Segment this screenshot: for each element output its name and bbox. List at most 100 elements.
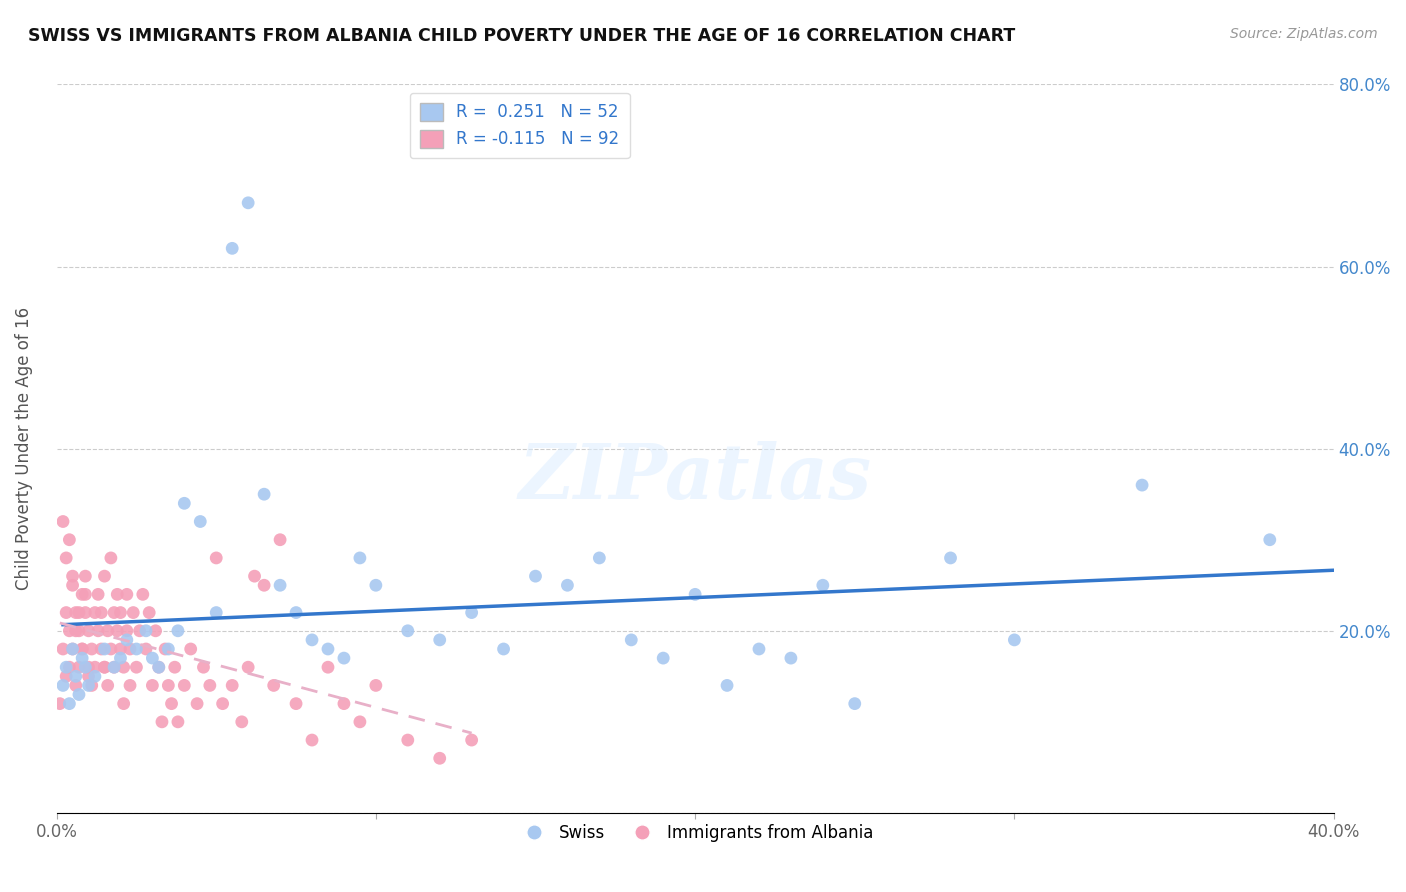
Point — [67, 688, 90, 702]
Point — [652, 651, 675, 665]
Point — [90, 642, 112, 657]
Point — [58, 533, 80, 547]
Point — [263, 678, 285, 692]
Point — [780, 651, 803, 665]
Point — [316, 642, 339, 657]
Point — [748, 642, 770, 657]
Point — [58, 660, 80, 674]
Point — [100, 642, 122, 657]
Point — [75, 569, 97, 583]
Point — [524, 569, 547, 583]
Point — [145, 624, 167, 638]
Point — [557, 578, 579, 592]
Point — [55, 550, 77, 565]
Point — [93, 569, 115, 583]
Point — [118, 642, 141, 657]
Point — [65, 606, 87, 620]
Point — [67, 624, 90, 638]
Point — [238, 195, 260, 210]
Text: ZIPatlas: ZIPatlas — [519, 441, 872, 515]
Point — [349, 550, 371, 565]
Point — [70, 642, 93, 657]
Point — [253, 487, 276, 501]
Point — [62, 642, 84, 657]
Point — [110, 606, 132, 620]
Point — [167, 624, 190, 638]
Point — [429, 751, 451, 765]
Point — [253, 578, 276, 592]
Point — [153, 642, 176, 657]
Point — [110, 642, 132, 657]
Point — [77, 624, 100, 638]
Text: SWISS VS IMMIGRANTS FROM ALBANIA CHILD POVERTY UNDER THE AGE OF 16 CORRELATION C: SWISS VS IMMIGRANTS FROM ALBANIA CHILD P… — [28, 27, 1015, 45]
Point — [243, 569, 266, 583]
Point — [301, 632, 323, 647]
Point — [1002, 632, 1025, 647]
Point — [77, 660, 100, 674]
Point — [364, 578, 387, 592]
Point — [103, 660, 125, 674]
Point — [460, 733, 482, 747]
Point — [349, 714, 371, 729]
Point — [429, 632, 451, 647]
Point — [84, 606, 107, 620]
Point — [1130, 478, 1153, 492]
Point — [148, 660, 170, 674]
Point — [70, 651, 93, 665]
Point — [301, 733, 323, 747]
Point — [811, 578, 834, 592]
Point — [364, 678, 387, 692]
Point — [160, 697, 183, 711]
Point — [231, 714, 253, 729]
Point — [157, 678, 180, 692]
Point — [180, 642, 202, 657]
Point — [844, 697, 866, 711]
Point — [238, 660, 260, 674]
Point — [138, 606, 160, 620]
Point — [67, 606, 90, 620]
Point — [93, 660, 115, 674]
Point — [150, 714, 173, 729]
Point — [188, 515, 211, 529]
Point — [396, 733, 419, 747]
Point — [87, 587, 110, 601]
Point — [70, 642, 93, 657]
Point — [148, 660, 170, 674]
Point — [55, 606, 77, 620]
Point — [135, 624, 157, 638]
Y-axis label: Child Poverty Under the Age of 16: Child Poverty Under the Age of 16 — [15, 307, 32, 591]
Text: Source: ZipAtlas.com: Source: ZipAtlas.com — [1230, 27, 1378, 41]
Point — [97, 624, 120, 638]
Point — [173, 496, 195, 510]
Point — [80, 642, 103, 657]
Point — [122, 606, 145, 620]
Point — [132, 587, 155, 601]
Point — [173, 678, 195, 692]
Point — [118, 678, 141, 692]
Point — [52, 642, 75, 657]
Point — [285, 697, 308, 711]
Point — [65, 678, 87, 692]
Point — [65, 624, 87, 638]
Point — [80, 678, 103, 692]
Point — [269, 578, 291, 592]
Point — [588, 550, 610, 565]
Point — [84, 660, 107, 674]
Point — [75, 606, 97, 620]
Point — [396, 624, 419, 638]
Point — [285, 606, 308, 620]
Point — [100, 550, 122, 565]
Point — [211, 697, 233, 711]
Point — [105, 587, 128, 601]
Point — [62, 569, 84, 583]
Point — [75, 660, 97, 674]
Point — [125, 642, 148, 657]
Legend: R =  0.251   N = 52, R = -0.115   N = 92: R = 0.251 N = 52, R = -0.115 N = 92 — [409, 93, 630, 159]
Point — [157, 642, 180, 657]
Point — [93, 642, 115, 657]
Point — [112, 660, 135, 674]
Point — [135, 642, 157, 657]
Point — [105, 624, 128, 638]
Point — [77, 669, 100, 683]
Point — [97, 678, 120, 692]
